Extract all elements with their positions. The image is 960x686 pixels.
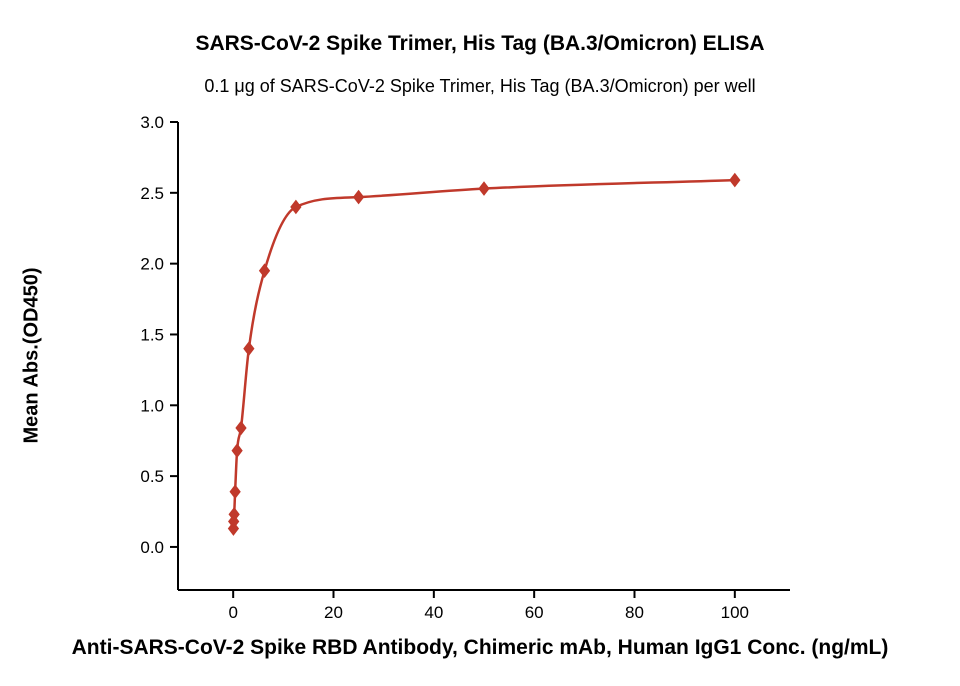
data-point-marker xyxy=(243,341,255,356)
fitted-curve xyxy=(232,178,735,529)
y-tick-label: 1.0 xyxy=(140,396,164,415)
x-tick-label: 20 xyxy=(324,603,343,622)
data-point-marker xyxy=(235,420,247,436)
y-tick-label: 3.0 xyxy=(140,113,164,132)
x-tick-label: 100 xyxy=(721,603,749,622)
data-point-marker xyxy=(478,181,490,196)
y-tick-label: 2.5 xyxy=(140,184,164,203)
x-tick-label: 0 xyxy=(228,603,237,622)
chart-title: SARS-CoV-2 Spike Trimer, His Tag (BA.3/O… xyxy=(195,32,765,55)
x-tick-label: 80 xyxy=(625,603,644,622)
y-tick-label: 1.5 xyxy=(140,325,164,344)
data-point-marker xyxy=(352,189,365,205)
data-point-marker xyxy=(228,507,240,522)
y-tick-label: 0.0 xyxy=(140,538,164,557)
x-tick-label: 60 xyxy=(525,603,544,622)
data-point-marker xyxy=(231,443,243,458)
data-point-marker xyxy=(729,172,741,188)
data-point-marker xyxy=(229,484,241,500)
y-tick-label: 0.5 xyxy=(140,467,164,486)
x-axis-label: Anti-SARS-CoV-2 Spike RBD Antibody, Chim… xyxy=(71,636,889,659)
y-tick-label: 2.0 xyxy=(140,255,164,274)
data-point-marker xyxy=(258,263,271,279)
data-point-marker xyxy=(290,199,302,215)
x-tick-label: 40 xyxy=(424,603,443,622)
chart-subtitle: 0.1 μg of SARS-CoV-2 Spike Trimer, His T… xyxy=(204,76,756,96)
